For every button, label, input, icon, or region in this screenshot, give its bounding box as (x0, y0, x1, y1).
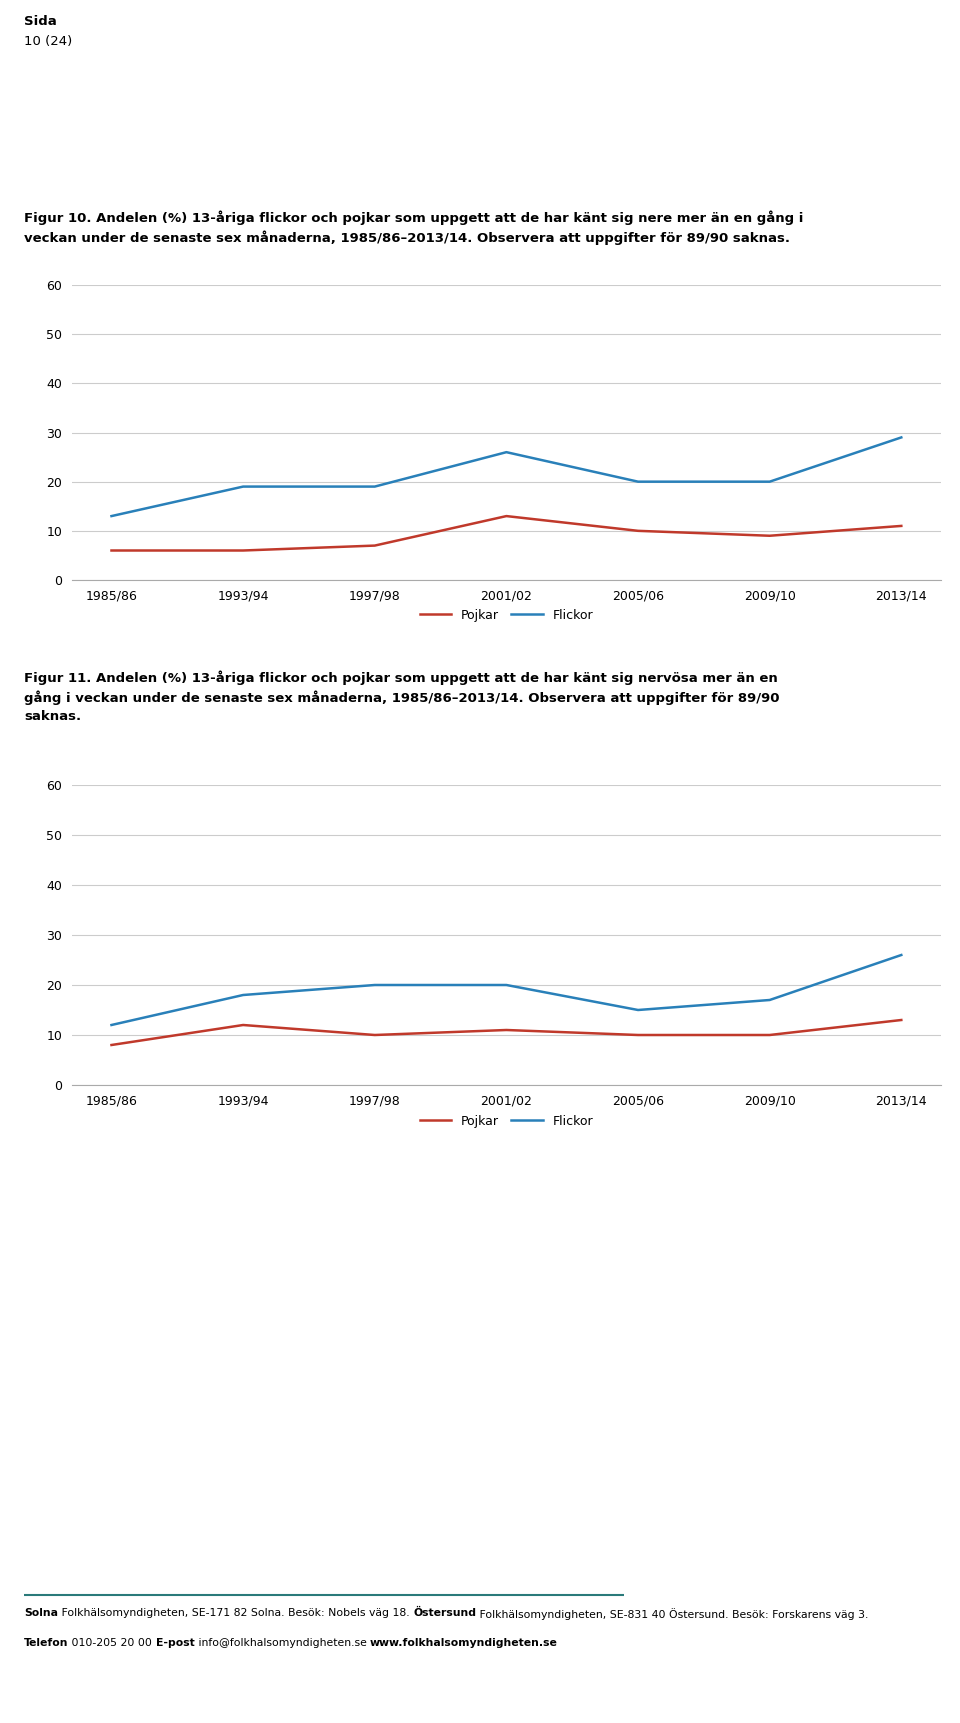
Text: veckan under de senaste sex månaderna, 1985/86–2013/14. Observera att uppgifter : veckan under de senaste sex månaderna, 1… (24, 229, 790, 245)
Text: Solna: Solna (24, 1608, 58, 1618)
Text: Telefon: Telefon (24, 1639, 68, 1647)
Text: Folkhälsomyndigheten, SE-831 40 Östersund. Besök: Forskarens väg 3.: Folkhälsomyndigheten, SE-831 40 Östersun… (476, 1608, 869, 1620)
Text: Figur 11. Andelen (%) 13-åriga flickor och pojkar som uppgett att de har känt si: Figur 11. Andelen (%) 13-åriga flickor o… (24, 670, 778, 684)
Text: Östersund: Östersund (413, 1608, 476, 1618)
Legend: Pojkar, Flickor: Pojkar, Flickor (415, 1110, 598, 1132)
Text: info@folkhalsomyndigheten.se: info@folkhalsomyndigheten.se (195, 1639, 370, 1647)
Text: Sida: Sida (24, 16, 57, 28)
Text: saknas.: saknas. (24, 710, 82, 724)
Text: 010-205 20 00: 010-205 20 00 (68, 1639, 156, 1647)
Text: Figur 10. Andelen (%) 13-åriga flickor och pojkar som uppgett att de har känt si: Figur 10. Andelen (%) 13-åriga flickor o… (24, 210, 804, 224)
Text: www.folkhalsomyndigheten.se: www.folkhalsomyndigheten.se (370, 1639, 558, 1647)
Legend: Pojkar, Flickor: Pojkar, Flickor (415, 603, 598, 627)
Text: gång i veckan under de senaste sex månaderna, 1985/86–2013/14. Observera att upp: gång i veckan under de senaste sex månad… (24, 689, 780, 705)
Text: Folkhälsomyndigheten, SE-171 82 Solna. Besök: Nobels väg 18.: Folkhälsomyndigheten, SE-171 82 Solna. B… (58, 1608, 413, 1618)
Text: 10 (24): 10 (24) (24, 34, 72, 48)
Text: E-post: E-post (156, 1639, 195, 1647)
